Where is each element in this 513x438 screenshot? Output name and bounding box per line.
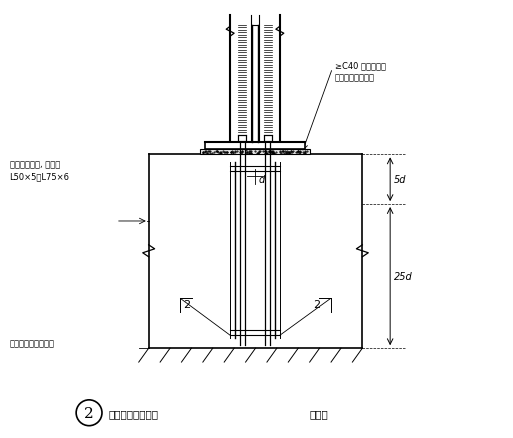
Bar: [205, 143, 305, 150]
Bar: [238, 135, 246, 142]
Bar: [201, 150, 310, 155]
Text: 2: 2: [312, 300, 320, 310]
Text: 锚栓固定架设置标高: 锚栓固定架设置标高: [10, 339, 54, 348]
Text: 混凝土或砂浆充塞: 混凝土或砂浆充塞: [334, 73, 374, 82]
Text: 2: 2: [84, 406, 94, 420]
Text: L50×5～L75×6: L50×5～L75×6: [10, 173, 70, 181]
Text: 锚栓固定角钢, 通常用: 锚栓固定角钢, 通常用: [10, 160, 60, 170]
Text: （二）: （二）: [310, 408, 328, 418]
Text: d: d: [259, 175, 265, 185]
Text: 柱脚锚栓固定支架: 柱脚锚栓固定支架: [109, 408, 159, 418]
Text: 2: 2: [184, 300, 191, 310]
Circle shape: [76, 400, 102, 426]
Bar: [264, 135, 272, 142]
Text: 25d: 25d: [394, 271, 413, 281]
Text: 5d: 5d: [394, 175, 407, 185]
Text: ≥C40 无收缩碎石: ≥C40 无收缩碎石: [334, 61, 385, 71]
